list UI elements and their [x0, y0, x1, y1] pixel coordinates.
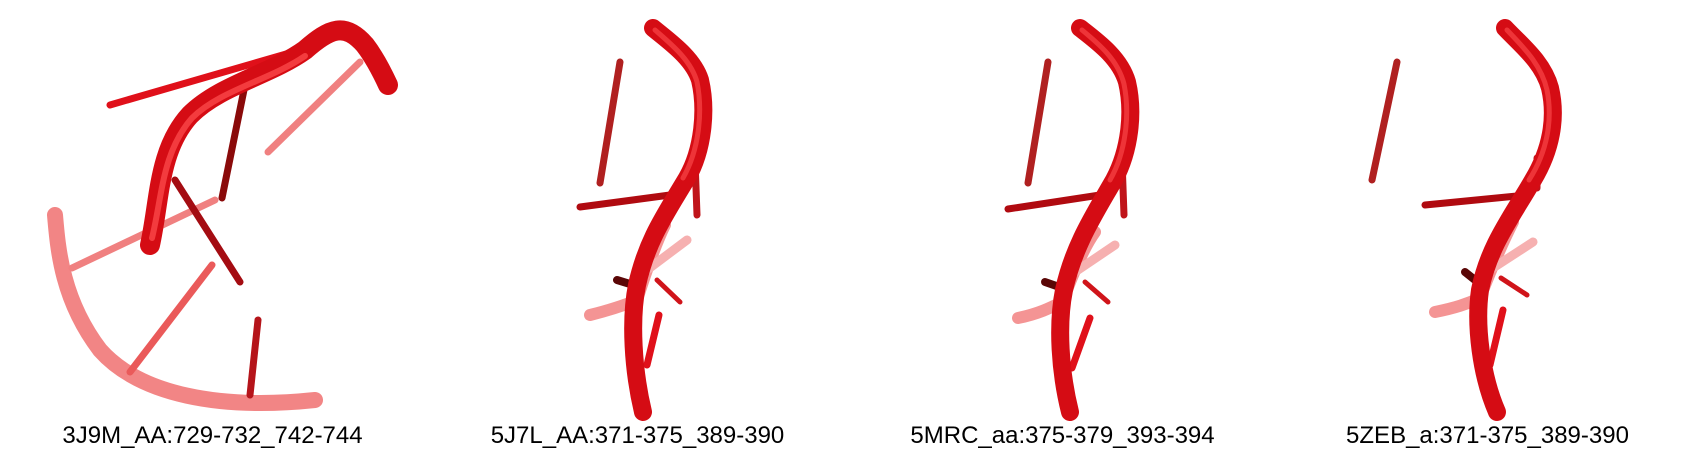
structure-3 — [1004, 19, 1140, 421]
panel-4: 5ZEB_a:371-375_389-390 — [1275, 0, 1700, 460]
base-stick — [126, 261, 216, 376]
structure-2 — [576, 19, 713, 421]
base-stick — [1368, 58, 1401, 184]
base-stick — [1498, 275, 1530, 298]
backbone-highlight — [652, 27, 703, 181]
base-stick — [1004, 191, 1104, 213]
base-stick — [1024, 58, 1052, 187]
base-stick — [596, 58, 624, 187]
structure-4 — [1368, 19, 1562, 421]
base-stick — [1070, 240, 1120, 277]
panel-1: 3J9M_AA:729-732_742-744 — [0, 0, 425, 460]
backbone-highlight — [1504, 27, 1552, 183]
structure-1 — [47, 20, 398, 411]
base-stick — [1421, 192, 1521, 209]
backbone — [1469, 19, 1562, 421]
backbone-faded — [47, 207, 323, 411]
base-stick — [1486, 306, 1507, 369]
base-stick — [246, 316, 262, 399]
base-stick — [1488, 237, 1538, 273]
backbone-highlight — [1079, 27, 1130, 183]
base-stick — [642, 235, 692, 275]
base-stick — [218, 81, 249, 202]
panel-label: 3J9M_AA:729-732_742-744 — [62, 422, 363, 449]
panel-2: 5J7L_AA:371-375_389-390 — [425, 0, 850, 460]
base-stick — [576, 191, 674, 211]
backbone — [1051, 19, 1140, 421]
base-stick — [1082, 279, 1111, 305]
panel-label: 5MRC_aa:375-379_393-394 — [910, 422, 1215, 449]
base-stick — [264, 58, 364, 156]
base-stick — [654, 277, 683, 305]
panel-3: 5MRC_aa:375-379_393-394 — [850, 0, 1275, 460]
panel-label: 5J7L_AA:371-375_389-390 — [490, 422, 785, 449]
base-stick — [171, 176, 244, 286]
backbone — [624, 19, 713, 421]
base-stick — [1068, 314, 1094, 372]
panel-label: 5ZEB_a:371-375_389-390 — [1346, 422, 1629, 449]
base-stick — [643, 311, 663, 369]
backbone-highlight — [149, 53, 308, 241]
